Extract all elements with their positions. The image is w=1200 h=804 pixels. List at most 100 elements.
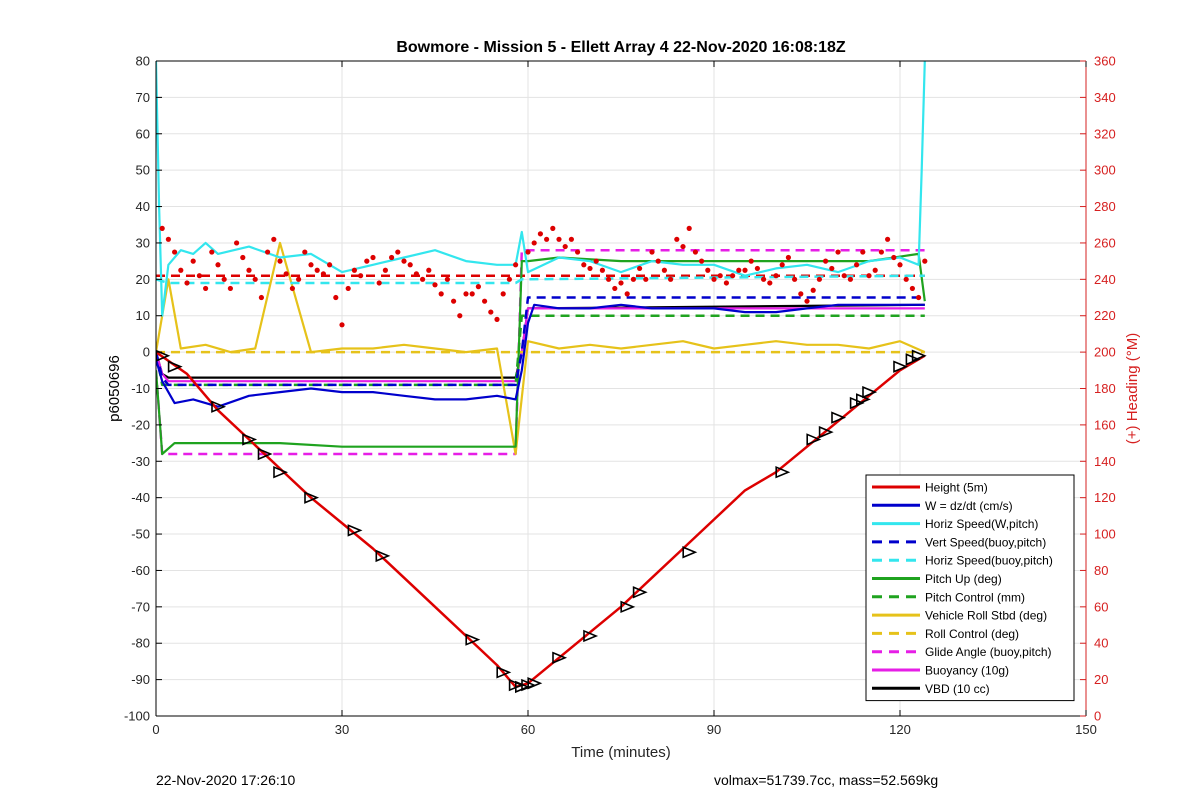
heading-point [537, 231, 544, 237]
y2-tick-label: 40 [1094, 636, 1108, 651]
heading-point [364, 258, 370, 264]
heading-point [165, 236, 171, 242]
heading-point [556, 236, 562, 242]
y2-tick-label: 20 [1094, 672, 1108, 687]
heading-point [699, 258, 705, 264]
heading-point [413, 271, 419, 277]
y2-tick-label: 340 [1094, 90, 1116, 105]
heading-point [190, 258, 196, 264]
heading-point [488, 309, 494, 315]
y2-tick-label: 100 [1094, 527, 1116, 542]
depth-marker [831, 411, 847, 424]
depth-marker [527, 677, 543, 690]
y2-tick-label: 280 [1094, 199, 1116, 214]
heading-point [463, 291, 469, 297]
heading-point [395, 249, 401, 255]
heading-point [389, 254, 395, 261]
heading-point [785, 254, 792, 261]
heading-point [513, 262, 519, 268]
y-tick-label: -10 [131, 381, 150, 396]
heading-point [885, 236, 891, 242]
x-tick-label: 150 [1075, 722, 1097, 737]
heading-point [531, 240, 537, 246]
heading-point [444, 276, 450, 282]
depth-marker [465, 633, 481, 646]
heading-point [215, 262, 221, 268]
heading-point [178, 267, 184, 273]
depth-marker [257, 447, 273, 461]
heading-point [568, 236, 575, 242]
y2-tick-label: 120 [1094, 490, 1116, 505]
heading-point [779, 262, 785, 268]
depth-marker [682, 546, 698, 559]
heading-point [327, 262, 333, 268]
y-tick-label: -50 [131, 527, 150, 542]
legend-label: Horiz Speed(buoy,pitch) [925, 554, 1053, 568]
heading-point [748, 258, 754, 264]
heading-point [674, 236, 680, 242]
heading-point [333, 294, 339, 301]
y-tick-label: -40 [131, 490, 150, 505]
x-tick-label: 30 [335, 722, 349, 737]
heading-point [742, 267, 748, 273]
y-tick-label: 30 [136, 235, 150, 250]
heading-point [754, 265, 761, 272]
heading-point [624, 291, 630, 297]
heading-point [482, 298, 488, 304]
heading-point [810, 287, 816, 293]
legend-label: Vehicle Roll Stbd (deg) [925, 609, 1047, 623]
heading-point [730, 273, 736, 279]
heading-point [773, 273, 779, 279]
legend-label: Pitch Control (mm) [925, 590, 1025, 604]
y-tick-label: 80 [136, 54, 150, 69]
legend-label: Buoyancy (10g) [925, 664, 1009, 678]
legend-label: Vert Speed(buoy,pitch) [925, 535, 1046, 549]
heading-point [829, 265, 835, 272]
plot-content [156, 61, 928, 694]
heading-point [705, 267, 711, 273]
heading-point [823, 258, 829, 264]
y-tick-label: -60 [131, 563, 150, 578]
heading-point [761, 276, 767, 282]
heading-point [717, 273, 723, 279]
heading-point [420, 276, 426, 282]
legend-label: Horiz Speed(W,pitch) [925, 517, 1038, 531]
depth-marker [632, 586, 648, 599]
heading-point [227, 285, 233, 292]
heading-point [860, 249, 866, 255]
x-tick-label: 120 [889, 722, 911, 737]
heading-point [649, 249, 655, 255]
series-line [156, 241, 926, 456]
heading-point [581, 262, 587, 268]
heading-point [234, 240, 240, 246]
y-tick-label: 50 [136, 163, 150, 178]
depth-marker [893, 360, 909, 373]
heading-point [736, 267, 742, 273]
heading-point [252, 276, 258, 282]
heading-point [841, 273, 847, 279]
heading-point [407, 262, 413, 268]
heading-point [438, 291, 444, 297]
legend-label: VBD (10 cc) [925, 682, 990, 696]
series-line [156, 252, 926, 456]
depth-marker [167, 360, 183, 373]
x-axis-label: Time (minutes) [571, 744, 670, 761]
heading-point [922, 258, 928, 264]
heading-point [240, 254, 246, 261]
legend-label: Roll Control (deg) [925, 627, 1019, 641]
heading-point [562, 243, 568, 250]
heading-point [209, 249, 215, 255]
depth-marker [583, 629, 599, 643]
heading-point [903, 276, 909, 282]
heading-point [550, 225, 556, 231]
depth-marker [375, 549, 391, 563]
heading-point [370, 254, 376, 261]
heading-point [686, 225, 692, 231]
heading-point [909, 285, 916, 292]
y2-tick-label: 220 [1094, 308, 1116, 323]
legend-box [865, 474, 1075, 702]
depth-marker [304, 491, 320, 504]
heading-point [612, 285, 618, 292]
heading-point [643, 276, 649, 282]
heading-point [599, 267, 606, 273]
